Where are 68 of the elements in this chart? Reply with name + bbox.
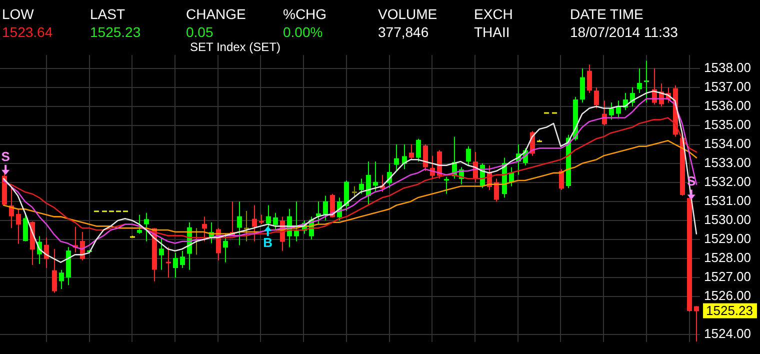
annotation: S bbox=[1, 149, 10, 164]
candlestick bbox=[494, 178, 499, 202]
y-tick-label: 1528.00 bbox=[704, 250, 751, 266]
candlestick bbox=[259, 214, 264, 225]
candlestick bbox=[416, 138, 421, 162]
candlestick bbox=[237, 200, 242, 246]
candlestick bbox=[373, 161, 378, 192]
text: 18/07/2014 11:33 bbox=[570, 24, 678, 40]
candlestick bbox=[352, 186, 357, 198]
candlestick bbox=[394, 144, 399, 172]
y-tick-label: 1534.00 bbox=[704, 136, 751, 151]
candlestick bbox=[559, 168, 564, 191]
candlestick bbox=[609, 102, 614, 120]
text: 1523.64 bbox=[2, 24, 53, 40]
candlestick bbox=[166, 246, 171, 278]
candlestick bbox=[252, 204, 257, 242]
candlestick bbox=[409, 144, 414, 160]
candlestick bbox=[594, 86, 599, 109]
text: VOLUME bbox=[378, 6, 438, 22]
y-tick-label: 1530.00 bbox=[704, 212, 751, 228]
candlestick bbox=[423, 144, 428, 172]
text: 1525.23 bbox=[706, 302, 753, 318]
candlestick bbox=[159, 237, 164, 270]
candlestick bbox=[59, 269, 64, 290]
text: 377,846 bbox=[378, 24, 429, 40]
candlestick bbox=[180, 250, 185, 269]
candlestick bbox=[273, 212, 278, 230]
text: %CHG bbox=[283, 6, 327, 22]
candlestick bbox=[223, 233, 228, 263]
text: 0.05 bbox=[186, 24, 214, 40]
text: LAST bbox=[90, 6, 126, 22]
text: CHANGE bbox=[186, 6, 246, 22]
candlestick bbox=[644, 60, 649, 104]
candlestick bbox=[637, 68, 642, 94]
candlestick bbox=[466, 146, 471, 166]
y-tick-label: 1536.00 bbox=[704, 98, 751, 113]
annotation: B bbox=[263, 235, 273, 250]
chart-title: SET Index (SET) bbox=[190, 40, 280, 54]
candlestick bbox=[580, 68, 585, 104]
candlestick bbox=[173, 252, 178, 278]
y-tick-label: 1538.00 bbox=[704, 60, 751, 75]
y-tick-label: 1531.00 bbox=[704, 193, 751, 208]
y-tick-label: 1537.00 bbox=[704, 78, 751, 94]
y-tick-label: 1527.00 bbox=[704, 269, 751, 284]
y-tick-label: 1535.00 bbox=[704, 116, 751, 132]
candlestick bbox=[587, 64, 592, 94]
y-tick-label: 1526.00 bbox=[704, 288, 751, 304]
y-tick-label: 1532.00 bbox=[704, 174, 751, 190]
candlestick bbox=[244, 210, 249, 242]
candlestick bbox=[144, 212, 149, 242]
text: 1525.23 bbox=[90, 24, 141, 40]
text: DATE TIME bbox=[570, 6, 644, 22]
candlestick bbox=[202, 216, 207, 242]
y-tick-label: 1533.00 bbox=[704, 154, 751, 170]
text: THAII bbox=[474, 24, 510, 40]
y-tick-label: 1524.00 bbox=[704, 326, 751, 342]
candlestick bbox=[444, 176, 449, 194]
text: LOW bbox=[2, 6, 34, 22]
candlestick bbox=[52, 248, 57, 294]
candlestick bbox=[294, 200, 299, 242]
candlestick bbox=[137, 214, 142, 234]
candlestick bbox=[16, 208, 21, 244]
candlestick bbox=[694, 306, 699, 342]
candlestick bbox=[359, 178, 364, 194]
candlestick bbox=[616, 100, 621, 118]
text: EXCH bbox=[474, 6, 513, 22]
y-tick-label: 1529.00 bbox=[704, 231, 751, 246]
text: 0.00% bbox=[283, 24, 323, 40]
